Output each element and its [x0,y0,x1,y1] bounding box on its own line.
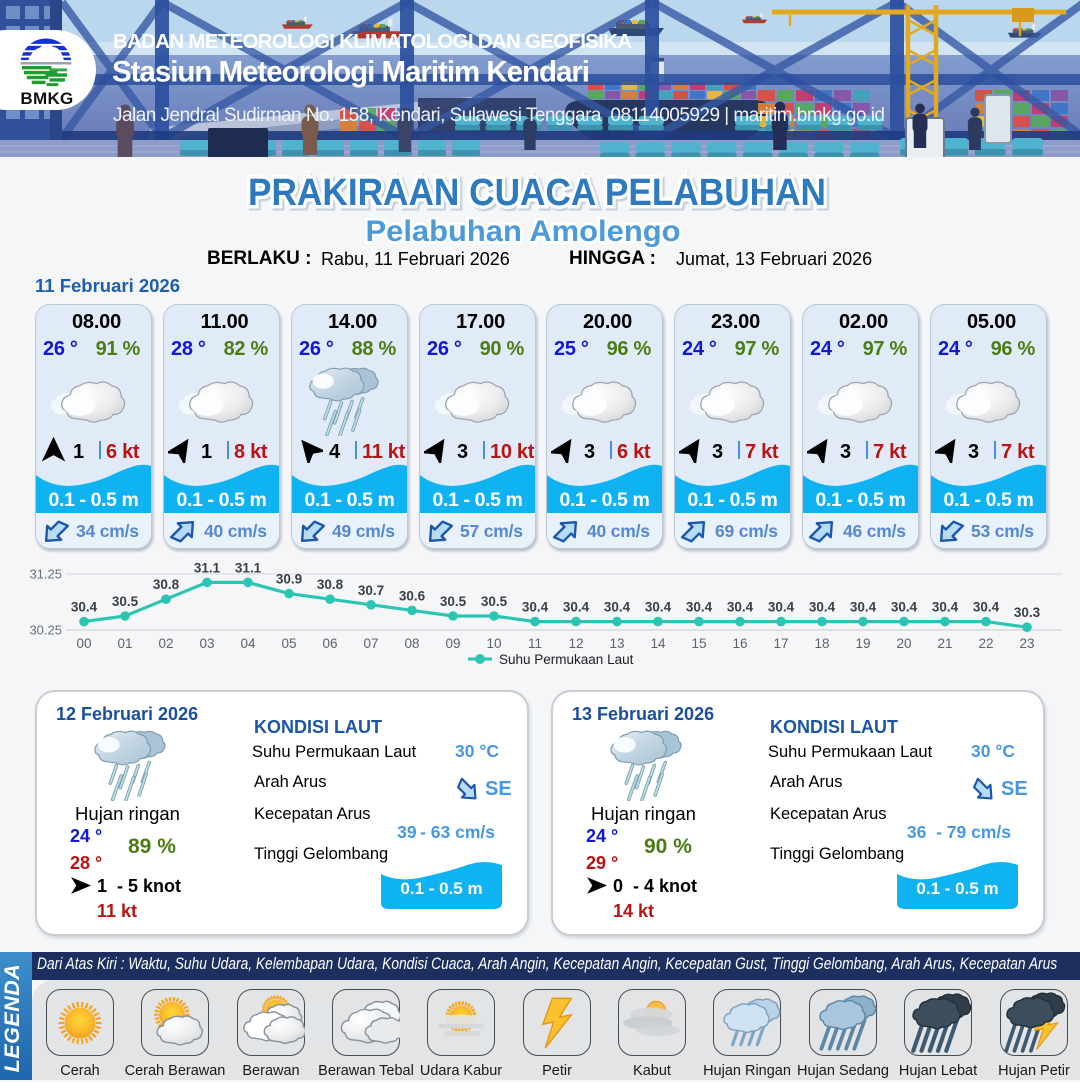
svg-text:31.25: 31.25 [29,567,62,582]
svg-text:Stasiun Meteorologi Maritim Ke: Stasiun Meteorologi Maritim Kendari [112,56,590,89]
svg-text:30.4: 30.4 [973,600,1000,615]
svg-text:11: 11 [528,636,542,651]
svg-text:30.5: 30.5 [440,594,467,609]
svg-text:00: 00 [76,636,91,651]
svg-text:30.3: 30.3 [1014,605,1041,620]
svg-text:04: 04 [240,636,256,651]
svg-text:09: 09 [445,636,460,651]
svg-text:30.8: 30.8 [153,577,180,592]
svg-text:31.1: 31.1 [194,560,221,575]
svg-text:07: 07 [363,636,378,651]
svg-text:31.1: 31.1 [235,560,262,575]
svg-text:30.4: 30.4 [850,600,877,615]
svg-text:30.4: 30.4 [932,600,959,615]
svg-text:30.4: 30.4 [809,600,836,615]
svg-text:01: 01 [117,636,132,651]
svg-text:15: 15 [691,636,706,651]
svg-text:12: 12 [568,636,583,651]
svg-text:02: 02 [158,636,173,651]
svg-text:30.4: 30.4 [604,600,631,615]
svg-text:30.4: 30.4 [645,600,672,615]
svg-text:17: 17 [773,636,788,651]
svg-text:19: 19 [855,636,870,651]
svg-text:30.4: 30.4 [71,600,98,615]
svg-text:Pelabuhan Amolengo: Pelabuhan Amolengo [366,215,681,248]
svg-text:30.6: 30.6 [399,588,426,603]
svg-text:30.5: 30.5 [112,594,139,609]
svg-text:PRAKIRAAN CUACA PELABUHAN: PRAKIRAAN CUACA PELABUHAN [248,172,826,214]
svg-text:Suhu Permukaan Laut: Suhu Permukaan Laut [499,652,634,667]
svg-text:30.4: 30.4 [891,600,918,615]
svg-text:30.9: 30.9 [276,572,302,587]
svg-text:16: 16 [732,636,747,651]
svg-text:14: 14 [650,636,666,651]
svg-text:30.4: 30.4 [727,600,754,615]
svg-text:20: 20 [896,636,911,651]
svg-text:Jalan Jendral Sudirman No. 158: Jalan Jendral Sudirman No. 158, Kendari,… [113,105,885,126]
svg-text:10: 10 [486,636,501,651]
svg-text:BADAN METEOROLOGI KLIMATOLOGI: BADAN METEOROLOGI KLIMATOLOGI DAN GEOFIS… [113,30,632,53]
svg-text:30.4: 30.4 [522,600,549,615]
svg-text:13: 13 [609,636,624,651]
svg-text:23: 23 [1019,636,1034,651]
svg-text:05: 05 [281,636,296,651]
svg-text:30.4: 30.4 [768,600,795,615]
svg-text:30.7: 30.7 [358,583,384,598]
svg-text:30.4: 30.4 [686,600,713,615]
svg-text:30.8: 30.8 [317,577,344,592]
svg-text:03: 03 [199,636,214,651]
svg-text:30.4: 30.4 [563,600,590,615]
svg-text:08: 08 [404,636,419,651]
svg-text:18: 18 [814,636,829,651]
svg-text:21: 21 [937,636,952,651]
svg-text:22: 22 [978,636,993,651]
svg-text:06: 06 [322,636,337,651]
svg-text:30.25: 30.25 [29,623,62,638]
svg-text:30.5: 30.5 [481,594,508,609]
